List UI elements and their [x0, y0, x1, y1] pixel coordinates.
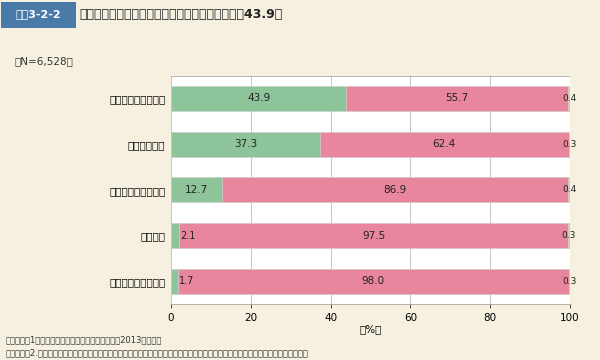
Text: 55.7: 55.7 — [446, 94, 469, 103]
Text: 0.4: 0.4 — [562, 185, 577, 194]
Text: 12.7: 12.7 — [185, 185, 208, 195]
Bar — [569, 132, 570, 157]
Text: 図表3-2-2: 図表3-2-2 — [16, 9, 62, 19]
Bar — [179, 223, 568, 248]
Text: 0.3: 0.3 — [562, 277, 577, 286]
Bar — [171, 223, 179, 248]
Bar — [171, 132, 320, 157]
Bar — [221, 177, 568, 202]
Text: 86.9: 86.9 — [383, 185, 407, 195]
Bar — [171, 86, 346, 111]
Text: 43.9: 43.9 — [247, 94, 270, 103]
Text: 97.5: 97.5 — [362, 231, 386, 240]
Bar — [568, 223, 569, 248]
Bar — [171, 269, 178, 294]
Text: 0.3: 0.3 — [562, 140, 577, 149]
Text: 98.0: 98.0 — [362, 276, 385, 286]
Bar — [569, 269, 570, 294]
Text: 0.3: 0.3 — [562, 231, 576, 240]
Bar — [320, 132, 569, 157]
Text: 1.7: 1.7 — [179, 276, 194, 286]
Bar — [171, 177, 221, 202]
Bar — [568, 86, 570, 111]
Text: 2.「あなたは、この１年間に、商品・サービスを利用する際、以下の販売形態を利用しましたか。」との問に対する回答。: 2.「あなたは、この１年間に、商品・サービスを利用する際、以下の販売形態を利用し… — [6, 348, 309, 357]
Text: 過去１年間でインターネット通販を利用した人は43.9％: 過去１年間でインターネット通販を利用した人は43.9％ — [80, 8, 283, 21]
Bar — [568, 177, 570, 202]
Text: 62.4: 62.4 — [433, 139, 456, 149]
X-axis label: （%）: （%） — [359, 325, 382, 334]
Text: （備考）　1．消費者庁「消費者意識基本調査」（2013年度）。: （備考） 1．消費者庁「消費者意識基本調査」（2013年度）。 — [6, 336, 163, 345]
Text: 37.3: 37.3 — [234, 139, 257, 149]
Text: 0.4: 0.4 — [562, 94, 577, 103]
Bar — [346, 86, 568, 111]
Bar — [1, 2, 76, 28]
Text: 2.1: 2.1 — [181, 231, 196, 240]
Bar — [178, 269, 569, 294]
Text: （N=6,528）: （N=6,528） — [15, 57, 74, 67]
